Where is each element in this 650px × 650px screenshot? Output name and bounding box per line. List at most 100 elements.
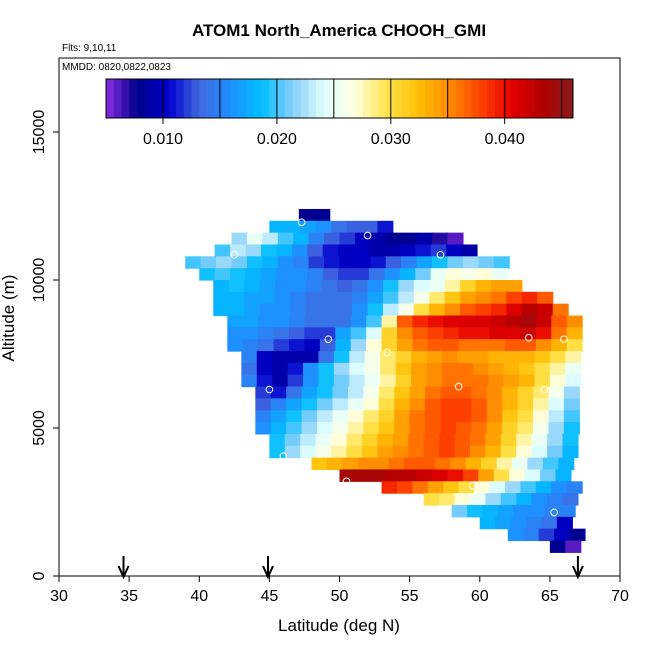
heatmap-cell — [446, 268, 463, 281]
heatmap-cell — [307, 244, 324, 257]
heatmap-cell — [469, 445, 486, 459]
heatmap-cell — [423, 493, 440, 506]
heatmap-cell — [413, 291, 430, 305]
colorbar-swatch — [261, 79, 270, 118]
heatmap-cell — [388, 457, 405, 471]
heatmap-cell — [478, 256, 495, 269]
heatmap-cell — [447, 256, 464, 269]
heatmap-cell — [474, 481, 491, 494]
heatmap-cell — [415, 244, 432, 257]
heatmap-cell — [412, 481, 429, 494]
heatmap-cell — [440, 386, 457, 399]
heatmap-cell — [517, 386, 534, 399]
heatmap-cell — [504, 339, 522, 352]
heatmap-cell — [353, 244, 370, 257]
heatmap-cell — [516, 493, 533, 506]
heatmap-cell — [500, 493, 517, 506]
heatmap-cell — [347, 410, 364, 423]
colorbar-swatch — [113, 79, 123, 118]
heatmap-cell — [531, 493, 548, 506]
colorbar-swatch — [355, 79, 364, 118]
heatmap-cell — [256, 362, 273, 376]
heatmap-cell — [324, 232, 341, 246]
heatmap-cell — [349, 362, 366, 376]
heatmap-cell — [255, 422, 272, 435]
colorbar-swatch — [526, 79, 535, 118]
heatmap-cell — [531, 445, 548, 459]
heatmap-cell — [485, 493, 502, 506]
heatmap-cell — [411, 351, 428, 364]
heatmap-cell — [441, 374, 458, 388]
heatmap-cell — [488, 362, 505, 376]
heatmap-cell — [199, 268, 216, 281]
heatmap-cell — [373, 457, 390, 471]
heatmap-cell — [458, 481, 475, 494]
heatmap-cell — [241, 362, 258, 376]
heatmap-cell — [262, 256, 279, 269]
heatmap-cell — [231, 232, 248, 246]
colorbar-swatch — [409, 79, 418, 118]
heatmap-cell — [490, 291, 507, 305]
colorbar-swatch — [292, 79, 302, 118]
heatmap-cell — [231, 256, 248, 269]
colorbar-swatch — [129, 79, 138, 118]
heatmap-cell — [455, 410, 472, 423]
heatmap-cell — [304, 327, 321, 340]
heatmap-cell — [520, 481, 537, 494]
heatmap-cell — [430, 244, 447, 257]
heatmap-cell — [291, 244, 308, 257]
heatmap-cell — [381, 339, 398, 352]
heatmap-cell — [551, 315, 568, 328]
heatmap-cell — [269, 433, 286, 447]
heatmap-cell — [270, 398, 287, 411]
heatmap-cell — [500, 445, 517, 459]
heatmap-cell — [270, 386, 287, 399]
heatmap-cell — [469, 433, 486, 447]
heatmap-cell — [412, 339, 429, 352]
x-tick-label: 60 — [471, 588, 489, 605]
heatmap-cell — [454, 445, 471, 459]
sample-marker — [297, 218, 306, 227]
heatmap-cell — [549, 362, 566, 376]
heatmap-cell — [293, 256, 310, 269]
heatmap-cell — [392, 445, 409, 459]
heatmap-cell — [352, 291, 369, 305]
heatmap-cell — [489, 315, 506, 328]
heatmap-cell — [566, 481, 583, 494]
heatmap-cell — [321, 303, 338, 317]
heatmap-cell — [227, 327, 244, 340]
heatmap-cell — [425, 410, 442, 423]
heatmap-cell — [318, 362, 335, 376]
sample-marker — [181, 286, 189, 295]
heatmap-cell — [368, 268, 385, 281]
heatmap-cell — [303, 362, 320, 376]
colorbar-swatch — [246, 79, 255, 118]
sample-marker — [468, 481, 477, 490]
heatmap-cell — [565, 351, 582, 364]
heatmap-cell — [227, 339, 244, 352]
colorbar-swatch — [518, 79, 527, 118]
heatmap-cell — [441, 351, 458, 364]
heatmap-cell — [526, 516, 543, 530]
heatmap-cell — [447, 232, 464, 246]
heatmap-cell — [458, 315, 475, 328]
heatmap-cell — [412, 315, 429, 328]
heatmap-cell — [272, 374, 289, 388]
x-tick-label: 50 — [331, 588, 349, 605]
colorbar-swatch — [339, 79, 348, 118]
heatmap-cell — [457, 362, 474, 376]
heatmap-cell — [301, 410, 318, 423]
heatmap-cell — [474, 339, 491, 352]
heatmap-cell — [200, 256, 217, 269]
heatmap-cell — [423, 433, 440, 447]
x-tick-label: 55 — [401, 588, 419, 605]
heatmap-cell — [270, 410, 287, 423]
heatmap-cell — [439, 493, 456, 506]
heatmap-cell — [317, 386, 334, 399]
heatmap-cell — [528, 504, 545, 518]
heatmap-cell — [242, 339, 259, 352]
heatmap-cell — [315, 220, 332, 234]
heatmap-cell — [401, 469, 418, 482]
heatmap-cell — [293, 232, 310, 246]
colorbar-swatch — [168, 79, 177, 118]
